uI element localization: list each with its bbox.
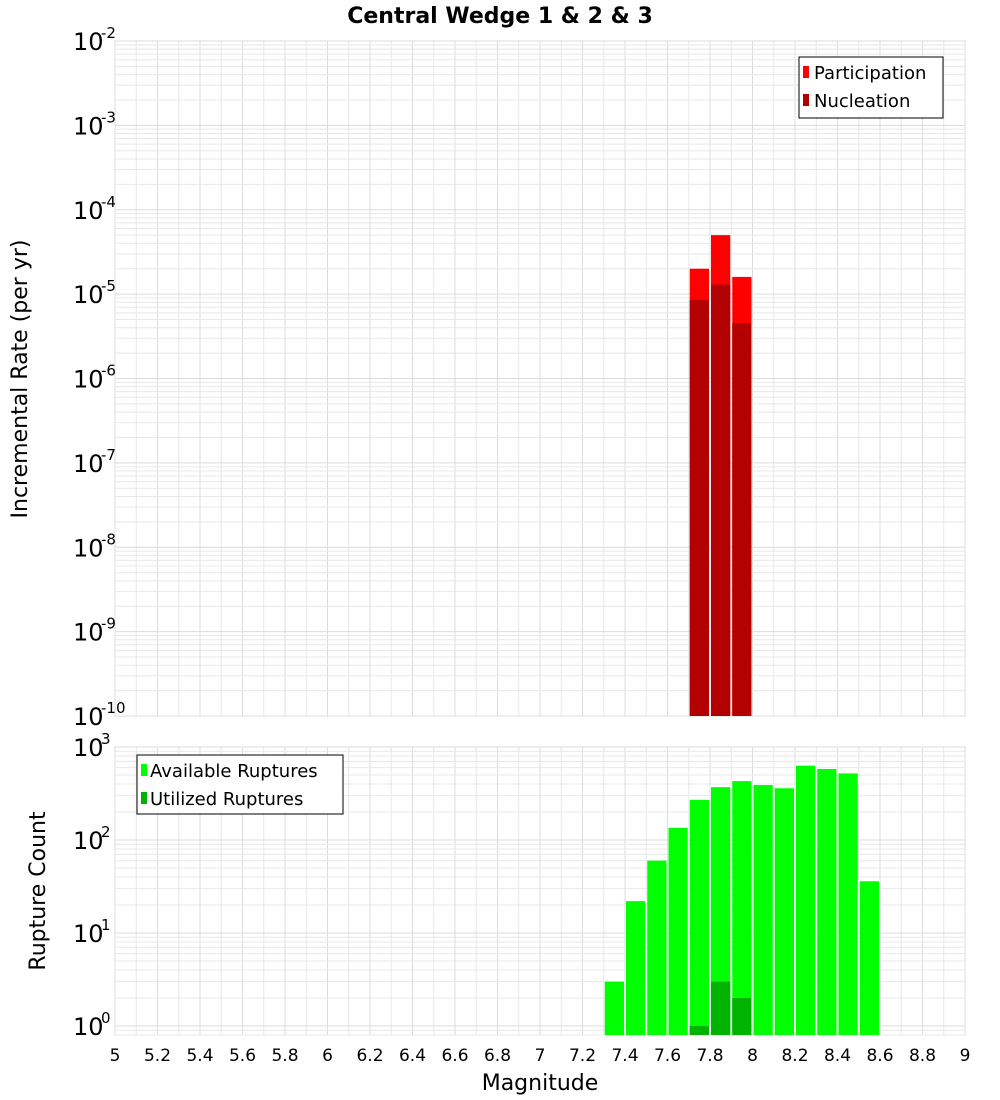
y-tick-exponent: -3 [101,108,116,126]
y-tick-exponent: -5 [101,277,116,295]
y-tick-label: 10 [73,450,104,478]
x-tick-label: 5.2 [144,1046,171,1066]
legend-swatch-utilized [141,792,147,804]
y-tick-label: 10 [73,281,104,309]
available-ruptures-bar [689,799,709,1035]
y-tick-exponent: -10 [101,699,126,717]
available-ruptures-bar [711,787,731,1035]
y-tick-exponent: 1 [101,916,111,934]
x-tick-label: 6.6 [441,1046,468,1066]
available-ruptures-bar [668,827,688,1035]
y-tick-exponent: -6 [101,362,116,380]
bottom-legend-box [136,754,344,815]
x-tick-label: 7.6 [654,1046,681,1066]
x-tick-label: 8 [747,1046,758,1066]
y-tick-exponent: -7 [101,446,116,464]
legend-label-utilized: Utilized Ruptures [150,789,303,810]
utilized-ruptures-bar [711,981,731,1035]
x-tick-label: 6.2 [356,1046,383,1066]
available-ruptures-bar [796,765,816,1035]
available-ruptures-bar [732,781,752,1035]
y-tick-label: 10 [73,366,104,394]
available-ruptures-bar [626,901,646,1035]
top-grid [114,40,966,717]
legend-swatch-available [141,764,147,776]
y-tick-label: 10 [73,827,104,855]
legend-swatch-nucleation [803,94,809,106]
y-tick-exponent: -4 [101,193,116,211]
x-tick-label: 5.4 [186,1046,213,1066]
utilized-ruptures-bar [732,997,752,1035]
chart-title: Central Wedge 1 & 2 & 3 [347,4,653,29]
available-ruptures-bar [753,785,773,1035]
available-ruptures-bar [838,773,858,1035]
x-tick-label: 6.8 [484,1046,511,1066]
legend-label-available: Available Ruptures [150,761,318,782]
y-tick-exponent: 3 [101,730,111,748]
x-tick-label: 8.6 [866,1046,893,1066]
x-tick-label: 8.8 [909,1046,936,1066]
y-tick-exponent: -8 [101,530,116,548]
y-tick-exponent: -2 [101,24,116,42]
y-tick-exponent: 2 [101,823,111,841]
x-axis-title: Magnitude [482,1071,599,1096]
y-tick-label: 10 [73,534,104,562]
x-tick-label: 7.2 [569,1046,596,1066]
top-legend-box [798,56,944,119]
nucleation-bar [711,284,731,716]
legend-swatch-participation [803,66,809,78]
y-tick-label: 10 [73,619,104,647]
bottom-y-axis-title: Rupture Count [26,811,51,971]
nucleation-bar [732,323,752,716]
y-tick-exponent: -9 [101,615,116,633]
x-tick-label: 5.8 [271,1046,298,1066]
y-tick-label: 10 [73,112,104,140]
top-bars [689,235,752,716]
top-legend: Participation Nucleation [798,56,944,119]
available-ruptures-bar [647,860,667,1035]
x-tick-label: 6.4 [399,1046,426,1066]
x-tick-label: 7.8 [696,1046,723,1066]
y-tick-label: 10 [73,734,104,762]
bottom-bars [604,765,879,1035]
available-ruptures-bar [774,788,794,1035]
x-tick-label: 5 [110,1046,121,1066]
y-tick-label: 10 [73,28,104,56]
x-tick-label: 7.4 [611,1046,638,1066]
available-ruptures-bar [817,769,837,1035]
legend-label-participation: Participation [814,63,926,84]
bottom-legend: Available Ruptures Utilized Ruptures [136,754,344,815]
available-ruptures-bar [859,881,879,1035]
legend-label-nucleation: Nucleation [814,91,910,112]
nucleation-bar [689,300,709,716]
available-ruptures-bar [604,981,624,1035]
x-tick-label: 5.6 [229,1046,256,1066]
x-tick-label: 8.4 [824,1046,851,1066]
x-tick-label: 7 [535,1046,546,1066]
utilized-ruptures-bar [689,1025,709,1035]
y-tick-label: 10 [73,197,104,225]
y-tick-exponent: 0 [101,1009,111,1027]
y-tick-label: 10 [73,1013,104,1041]
top-y-axis-title: Incremental Rate (per yr) [8,240,33,519]
x-tick-label: 9 [960,1046,971,1066]
x-ticks: 5 5.2 5.4 5.6 5.8 6 6.2 6.4 6.6 6.8 7 7.2 7.4 7.6 7.8 8… [110,1046,971,1066]
y-tick-label: 10 [73,703,104,731]
x-tick-label: 6 [322,1046,333,1066]
y-tick-label: 10 [73,920,104,948]
x-tick-label: 8.2 [781,1046,808,1066]
